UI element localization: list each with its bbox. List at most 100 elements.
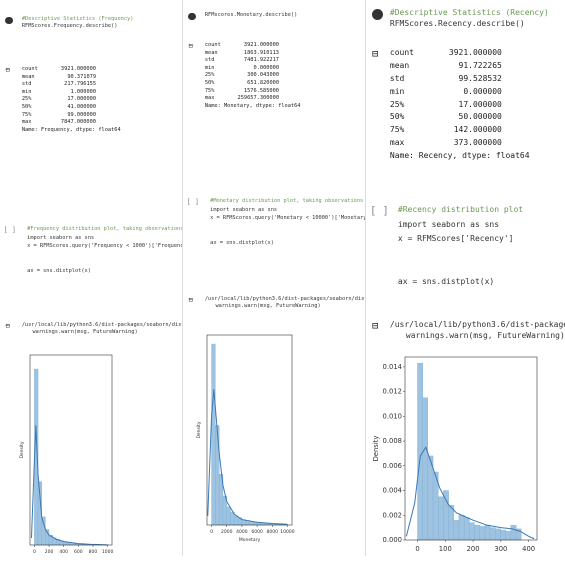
hist-bar [479, 526, 486, 541]
stat-label: mean [204, 49, 218, 56]
code-line: RFMScores.Frequency.describe() [21, 22, 118, 29]
stat-label: std [204, 57, 215, 64]
stat-value: 90.371079 [67, 73, 97, 80]
code-line: import seaborn as sns [27, 234, 95, 241]
stat-value: 7481.922217 [243, 57, 280, 64]
hist-bar [495, 528, 501, 541]
stat-value: 99.000000 [67, 111, 97, 118]
output-icon: ⊟ [188, 42, 193, 50]
code-line: #Descriptive Statistics (Recency) [389, 8, 549, 17]
stat-label: count [389, 48, 414, 57]
code-line: #Frequency distribution plot, taking obs… [27, 226, 183, 232]
code-line: #Recency distribution plot [397, 205, 524, 214]
y-tick-label: 0.002 [383, 511, 402, 519]
x-tick-label: 0 [415, 545, 419, 553]
stat-label: max [204, 95, 215, 102]
notebook-panel: #Descriptive Statistics (Recency) RFMScor… [366, 0, 565, 556]
cell-bracket: [ ] [186, 198, 200, 206]
hist-bar [427, 455, 434, 541]
x-tick-label: 300 [494, 545, 507, 553]
notebook-panel: RFMscores.Monetary.describe() ⊟ count 3921.… [183, 0, 366, 556]
run-icon [371, 9, 384, 21]
warning-line: /usr/local/lib/python3.6/dist-packages/s… [21, 322, 183, 328]
hist-bar [448, 505, 455, 541]
stat-value: 91.722265 [458, 60, 502, 70]
y-tick-label: 0.008 [383, 437, 402, 445]
stat-value: 373.000000 [453, 138, 502, 148]
stat-label: 75% [204, 87, 215, 94]
kde-line [405, 446, 535, 540]
run-icon [5, 17, 13, 25]
hist-bar [474, 524, 480, 541]
stat-value: 1863.910113 [243, 49, 280, 56]
x-tick-label: 0 [33, 549, 36, 555]
hist-bar [469, 522, 475, 541]
hist-bar [417, 362, 423, 541]
hist-bar [463, 517, 470, 541]
x-tick-label: 10000 [280, 529, 294, 535]
y-tick-label: 0.012 [383, 388, 402, 396]
name-line: Name: Monetary, dtype: float64 [204, 102, 301, 109]
stat-value: 3921.000000 [60, 66, 97, 72]
hist-bar [458, 515, 465, 541]
warning-line: warnings.warn(msg, FutureWarning) [32, 328, 138, 335]
plot: 0 2000 4000 6000 8000 10000 Density Monetary [196, 334, 295, 543]
stat-value: 17.000000 [67, 96, 97, 103]
y-tick-label: 0.006 [383, 462, 402, 470]
plot: 0 200 400 600 800 1000 Density [19, 354, 114, 555]
x-tick-label: 800 [89, 549, 98, 555]
y-tick-label: 0.010 [383, 412, 402, 420]
stat-label: 25% [204, 72, 215, 79]
hist-bar [484, 524, 491, 541]
stat-label: min [389, 86, 405, 96]
hist-bar [234, 515, 239, 526]
stat-label: 75% [389, 125, 405, 135]
code-line: #Descriptive Statistics (Frequency) [21, 16, 134, 22]
hist-bar [443, 490, 449, 541]
hist-bar [489, 527, 496, 541]
hist-bar [211, 343, 216, 526]
hist-bar [500, 529, 506, 541]
warning-line: /usr/local/lib/python3.6/dist-packages/s… [204, 296, 366, 302]
x-tick-label: 6000 [251, 529, 263, 535]
x-tick-label: 600 [74, 549, 83, 555]
x-tick-label: 1000 [102, 549, 114, 555]
stat-value: 1576.585000 [243, 87, 280, 94]
stat-label: std [389, 73, 405, 83]
code-line: ax = sns.distplot(x) [397, 276, 495, 286]
hist-bar [438, 496, 444, 541]
plot: 0 100 200 300 400 0.000 0.002 0.004 0.006 0.008 0.… [372, 356, 538, 553]
warning-line: /usr/local/lib/python3.6/dist-packages/s… [389, 320, 565, 329]
stat-label: 25% [389, 99, 405, 109]
hist-bar [505, 531, 512, 541]
cell-bracket: [ ] [369, 205, 389, 217]
stat-value: 651.820000 [247, 80, 280, 87]
stat-label: count [204, 42, 221, 48]
stat-label: min [204, 64, 215, 71]
stat-value: 99.528532 [458, 73, 502, 83]
hist-bar [230, 512, 235, 526]
code-line: import seaborn as sns [210, 206, 278, 213]
stat-label: mean [389, 60, 410, 70]
x-tick-label: 8000 [267, 529, 279, 535]
stat-label: 25% [21, 96, 32, 103]
stat-label: 50% [389, 112, 405, 122]
x-tick-label: 400 [522, 545, 535, 553]
hist-bar [510, 524, 517, 541]
hist-bar [41, 516, 46, 546]
hist-bar [422, 397, 428, 541]
output-icon: ⊟ [5, 66, 10, 74]
stat-label: std [21, 81, 32, 88]
code-line: RFMScores.Recency.describe() [389, 19, 525, 29]
kde-line [30, 425, 108, 546]
y-axis-label: Density [19, 441, 25, 458]
x-tick-label: 400 [59, 549, 68, 555]
stat-value: 3921.000000 [243, 42, 280, 48]
stat-label: min [21, 88, 32, 95]
y-axis-label: Density [372, 436, 380, 462]
warning-line: warnings.warn(msg, FutureWarning) [405, 331, 565, 341]
stat-value: 142.000000 [453, 125, 502, 135]
code-line: x = RFMScores['Recency'] [397, 234, 514, 244]
plot-frame [206, 334, 293, 526]
code-line: import seaborn as sns [397, 219, 500, 229]
